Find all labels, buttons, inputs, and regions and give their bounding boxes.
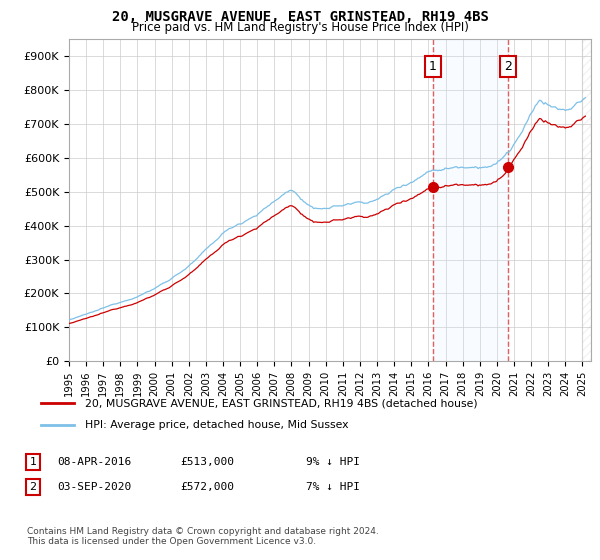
Text: 2: 2 <box>29 482 37 492</box>
Text: 20, MUSGRAVE AVENUE, EAST GRINSTEAD, RH19 4BS: 20, MUSGRAVE AVENUE, EAST GRINSTEAD, RH1… <box>112 10 488 24</box>
Text: 20, MUSGRAVE AVENUE, EAST GRINSTEAD, RH19 4BS (detached house): 20, MUSGRAVE AVENUE, EAST GRINSTEAD, RH1… <box>85 398 478 408</box>
Text: 1: 1 <box>29 457 37 467</box>
Text: 1: 1 <box>429 60 437 73</box>
Text: 9% ↓ HPI: 9% ↓ HPI <box>306 457 360 467</box>
Text: 7% ↓ HPI: 7% ↓ HPI <box>306 482 360 492</box>
Text: Contains HM Land Registry data © Crown copyright and database right 2024.
This d: Contains HM Land Registry data © Crown c… <box>27 526 379 546</box>
Text: 08-APR-2016: 08-APR-2016 <box>57 457 131 467</box>
Text: £572,000: £572,000 <box>180 482 234 492</box>
Bar <box>583 39 591 361</box>
Text: Price paid vs. HM Land Registry's House Price Index (HPI): Price paid vs. HM Land Registry's House … <box>131 21 469 34</box>
Text: £513,000: £513,000 <box>180 457 234 467</box>
Text: 03-SEP-2020: 03-SEP-2020 <box>57 482 131 492</box>
Bar <box>433 39 508 361</box>
Text: HPI: Average price, detached house, Mid Sussex: HPI: Average price, detached house, Mid … <box>85 421 349 431</box>
Text: 2: 2 <box>505 60 512 73</box>
